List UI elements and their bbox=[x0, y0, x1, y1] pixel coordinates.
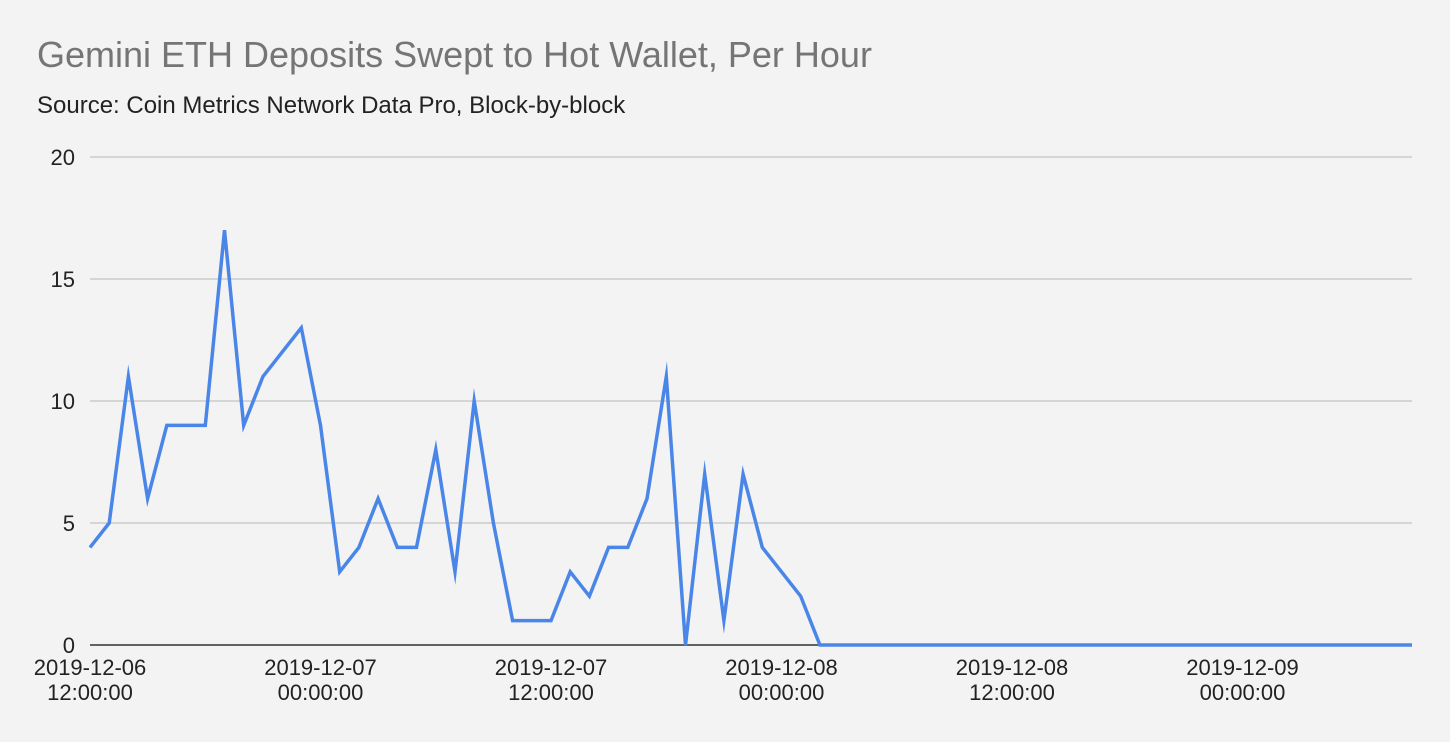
chart-title: Gemini ETH Deposits Swept to Hot Wallet,… bbox=[37, 34, 872, 75]
x-tick-label: 2019-12-09 00:00:00 bbox=[1186, 655, 1299, 705]
x-tick-label: 2019-12-08 00:00:00 bbox=[725, 655, 838, 705]
x-tick-time: 00:00:00 bbox=[1200, 680, 1286, 705]
x-tick-time: 12:00:00 bbox=[508, 680, 594, 705]
x-tick-date: 2019-12-07 bbox=[264, 655, 377, 680]
x-tick-time: 00:00:00 bbox=[739, 680, 825, 705]
x-tick-date: 2019-12-08 bbox=[725, 655, 838, 680]
y-axis-ticks: 0 5 10 15 20 bbox=[51, 145, 75, 658]
x-tick-date: 2019-12-09 bbox=[1186, 655, 1299, 680]
y-tick-label: 5 bbox=[63, 511, 75, 536]
chart-subtitle: Source: Coin Metrics Network Data Pro, B… bbox=[37, 92, 626, 119]
y-tick-label: 10 bbox=[51, 389, 75, 414]
x-tick-time: 12:00:00 bbox=[47, 680, 133, 705]
series-line bbox=[88, 230, 1412, 647]
y-tick-label: 15 bbox=[51, 267, 75, 292]
x-tick-label: 2019-12-07 12:00:00 bbox=[495, 655, 608, 705]
y-tick-label: 20 bbox=[51, 145, 75, 170]
x-tick-date: 2019-12-07 bbox=[495, 655, 608, 680]
x-tick-label: 2019-12-06 12:00:00 bbox=[34, 655, 147, 705]
y-tick-label: 0 bbox=[63, 633, 75, 658]
x-tick-label: 2019-12-08 12:00:00 bbox=[956, 655, 1069, 705]
x-tick-time: 00:00:00 bbox=[278, 680, 364, 705]
x-tick-label: 2019-12-07 00:00:00 bbox=[264, 655, 377, 705]
x-tick-date: 2019-12-06 bbox=[34, 655, 147, 680]
gridlines bbox=[90, 156, 1412, 646]
series-layer bbox=[88, 230, 1412, 647]
x-tick-time: 12:00:00 bbox=[969, 680, 1055, 705]
x-tick-date: 2019-12-08 bbox=[956, 655, 1069, 680]
